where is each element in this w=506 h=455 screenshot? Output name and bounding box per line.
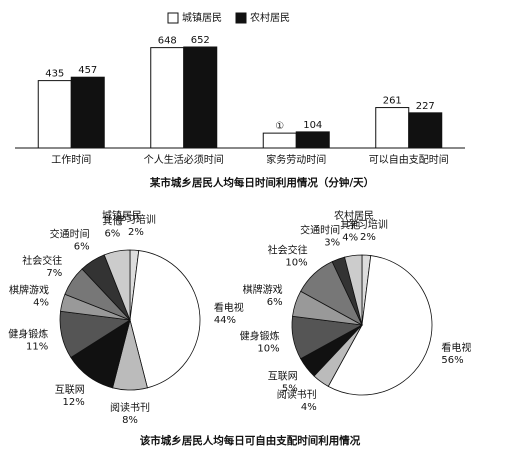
slice-label: 看电视 bbox=[214, 301, 244, 314]
slice-label: 社会交往 bbox=[22, 254, 62, 267]
bar-title: 某市城乡居民人均每日时间利用情况（分钟/天） bbox=[149, 176, 374, 189]
pie-title: 城镇居民 bbox=[102, 209, 142, 222]
slice-label: 看电视 bbox=[441, 341, 471, 354]
slice-value: 6% bbox=[104, 229, 120, 240]
slice-value: 56% bbox=[441, 355, 463, 366]
data-label: 104 bbox=[303, 120, 322, 131]
slice-value: 5% bbox=[282, 384, 298, 395]
slice-value: 2% bbox=[360, 232, 376, 243]
slice-label: 棋牌游戏 bbox=[9, 284, 49, 297]
slice-value: 12% bbox=[63, 397, 85, 408]
bar bbox=[150, 47, 185, 149]
slice-label: 健身锻炼 bbox=[8, 328, 48, 341]
x-tick-label: 工作时间 bbox=[51, 153, 91, 166]
slice-label: 其他 bbox=[102, 215, 122, 228]
slice-value: 10% bbox=[285, 257, 307, 268]
x-tick-label: 家务劳动时间 bbox=[266, 153, 326, 166]
x-tick-label: 个人生活必须时间 bbox=[144, 153, 224, 166]
slice-value: 6% bbox=[74, 242, 90, 253]
bar bbox=[375, 107, 410, 149]
legend-swatch bbox=[167, 12, 179, 24]
slice-label: 其他 bbox=[340, 219, 360, 232]
data-label: 648 bbox=[158, 36, 177, 47]
data-label: ① bbox=[275, 121, 284, 132]
slice-value: 10% bbox=[257, 344, 279, 355]
slice-value: 6% bbox=[267, 297, 283, 308]
slice-value: 44% bbox=[214, 315, 236, 326]
slice-label: 学习培训 bbox=[348, 218, 388, 231]
pie-slice bbox=[129, 250, 201, 389]
x-tick-label: 可以自由支配时间 bbox=[369, 153, 449, 166]
slice-value: 4% bbox=[301, 402, 317, 413]
slice-label: 阅读书刊 bbox=[277, 388, 317, 401]
pie-slice bbox=[327, 255, 433, 396]
slice-value: 4% bbox=[342, 233, 358, 244]
bar bbox=[70, 76, 105, 149]
bar bbox=[408, 112, 443, 149]
bar bbox=[295, 131, 330, 149]
bar bbox=[37, 80, 72, 149]
slice-label: 交通时间 bbox=[50, 228, 90, 241]
slice-label: 学习培训 bbox=[116, 213, 156, 226]
caption: 该市城乡居民人均每日可自由支配时间利用情况 bbox=[140, 434, 361, 447]
data-label: 261 bbox=[383, 96, 402, 107]
pie-slice bbox=[103, 249, 131, 321]
bar bbox=[183, 46, 218, 149]
slice-value: 11% bbox=[26, 342, 48, 353]
pie-slice bbox=[344, 254, 363, 326]
pie-title: 农村居民 bbox=[334, 209, 374, 222]
data-label: 227 bbox=[416, 101, 435, 112]
slice-value: 3% bbox=[324, 238, 340, 249]
slice-label: 健身锻炼 bbox=[240, 330, 280, 343]
data-label: 435 bbox=[45, 69, 64, 80]
slice-label: 互联网 bbox=[55, 384, 85, 396]
slice-label: 棋牌游戏 bbox=[243, 283, 283, 296]
legend-label: 城镇居民 bbox=[182, 11, 222, 24]
slice-label: 互联网 bbox=[268, 371, 298, 383]
legend-label: 农村居民 bbox=[250, 11, 290, 24]
slice-value: 7% bbox=[46, 268, 62, 279]
slice-label: 交通时间 bbox=[300, 224, 340, 237]
slice-value: 2% bbox=[128, 227, 144, 238]
slice-label: 阅读书刊 bbox=[110, 401, 150, 414]
legend-swatch bbox=[235, 12, 247, 24]
slice-value: 8% bbox=[122, 415, 138, 426]
data-label: 652 bbox=[191, 35, 210, 46]
slice-value: 4% bbox=[33, 298, 49, 309]
slice-label: 社会交往 bbox=[268, 243, 308, 256]
data-label: 457 bbox=[78, 65, 97, 76]
bar bbox=[262, 132, 297, 149]
